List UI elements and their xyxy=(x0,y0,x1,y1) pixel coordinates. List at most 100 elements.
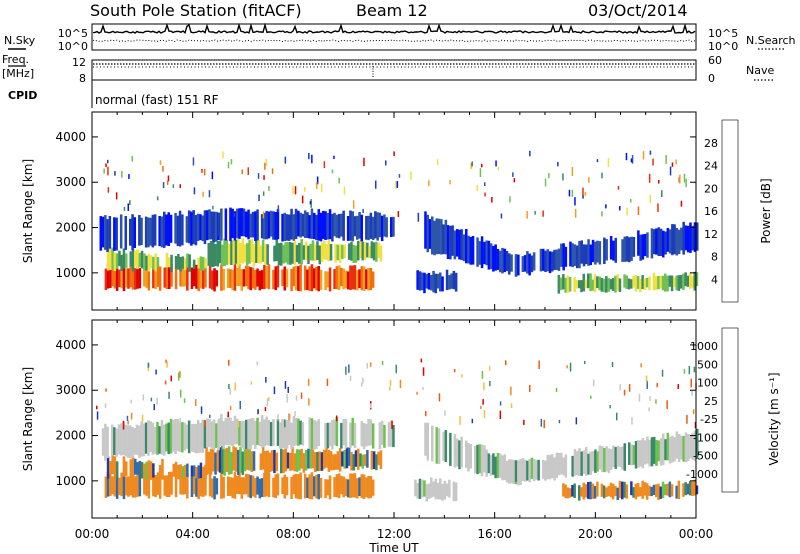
power-scatter-cell xyxy=(333,155,335,160)
power-scatter-cell xyxy=(257,173,260,179)
velocity-scatter-cell xyxy=(156,398,158,405)
velocity-echo-cell xyxy=(153,426,157,454)
velocity-colorbar: 1000 500 100 25 -25 -100 -500 -1000 xyxy=(686,327,739,493)
velocity-echo-cell xyxy=(349,473,352,498)
velocity-echo-cell xyxy=(260,478,264,497)
power-echo-cell xyxy=(686,275,690,287)
velocity-echo-cell xyxy=(445,483,449,497)
power-echo-cell xyxy=(664,231,667,255)
velocity-echo-cell xyxy=(356,478,359,499)
power-echo-cell xyxy=(109,247,112,270)
power-scatter-cell xyxy=(484,182,486,187)
power-echo-cell xyxy=(140,217,143,246)
velocity-echo-cell xyxy=(231,421,234,447)
power-echo-cell xyxy=(517,254,520,276)
power-echo-cell xyxy=(264,244,267,265)
velocity-scatter-cell xyxy=(180,389,182,398)
velocity-echo-cell xyxy=(480,444,484,477)
power-scatter-cell xyxy=(393,151,395,157)
power-echo-cell xyxy=(106,264,110,289)
power-echo-cell xyxy=(453,230,457,260)
velocity-echo-cell xyxy=(657,483,660,500)
velocity-echo-cell xyxy=(390,420,393,447)
velocity-echo-cell xyxy=(452,481,456,502)
power-echo-cell xyxy=(316,241,319,260)
velocity-scatter-cell xyxy=(105,388,107,392)
power-echo-cell xyxy=(197,265,200,292)
power-echo-cell xyxy=(212,211,216,243)
velocity-echo-cell xyxy=(152,463,155,478)
velocity-echo-cell xyxy=(365,423,368,447)
velocity-scatter-cell xyxy=(150,397,153,402)
power-echo-cell xyxy=(641,234,645,260)
power-echo-cell xyxy=(319,269,323,290)
power-echo-cell xyxy=(229,207,232,242)
power-echo-cell xyxy=(376,212,379,241)
velocity-echo-cell xyxy=(199,462,203,479)
power-echo-cell xyxy=(356,215,359,240)
power-echo-cell xyxy=(646,232,649,258)
y-tick-label: 3000 xyxy=(55,175,86,189)
power-echo-cell xyxy=(273,245,276,262)
colorbar-tick-label: 28 xyxy=(704,137,718,150)
velocity-echo-cell xyxy=(319,477,323,498)
velocity-echo-cell xyxy=(431,425,434,462)
power-echo-cell xyxy=(158,216,161,247)
power-echo-cell xyxy=(329,244,333,261)
power-echo-cell xyxy=(206,210,209,241)
velocity-echo-cell xyxy=(510,459,513,484)
power-echo-cell xyxy=(618,278,622,292)
power-echo-cell xyxy=(174,267,178,290)
velocity-echo-cell xyxy=(113,427,116,456)
power-echo-cell xyxy=(691,225,695,251)
power-scatter-cell xyxy=(626,207,628,216)
power-scatter-cell xyxy=(428,180,430,186)
velocity-echo-cell xyxy=(286,452,290,469)
velocity-scatter-cell xyxy=(335,415,338,422)
noise-search-trace xyxy=(92,39,696,43)
power-echo-cell xyxy=(288,214,291,241)
velocity-echo-cell xyxy=(313,476,316,497)
power-echo-cell xyxy=(290,268,293,292)
velocity-echo-cell xyxy=(340,422,343,449)
freq-tick-top: 12 xyxy=(72,56,86,69)
nave-tick-bottom: 0 xyxy=(708,72,715,85)
power-echo-cell xyxy=(243,244,247,263)
velocity-scatter-cell xyxy=(228,383,230,389)
power-echo-cell xyxy=(582,273,586,292)
power-scatter-cell xyxy=(352,200,355,209)
velocity-echo-cell xyxy=(435,427,439,464)
velocity-scatter-cell xyxy=(461,374,463,378)
power-echo-cell xyxy=(315,266,318,291)
velocity-echo-cell xyxy=(143,463,146,479)
velocity-echo-cell xyxy=(487,453,491,474)
power-echo-cell xyxy=(365,269,368,290)
power-scatter-cell xyxy=(642,150,645,160)
velocity-echo-cell xyxy=(183,472,187,495)
power-echo-cell xyxy=(462,234,466,262)
power-echo-cell xyxy=(298,243,301,264)
power-scatter-cell xyxy=(227,161,230,169)
velocity-echo-cell xyxy=(616,487,620,500)
velocity-echo-cell xyxy=(430,477,433,498)
power-echo-cell xyxy=(281,269,284,286)
colorbar-tick-label: 8 xyxy=(711,251,718,264)
power-echo-cell xyxy=(335,214,339,238)
power-echo-cell xyxy=(174,256,178,269)
power-echo-cell xyxy=(267,211,271,239)
power-scatter-cell xyxy=(574,197,576,206)
power-echo-cell xyxy=(358,269,361,288)
power-scatter-cell xyxy=(669,166,672,176)
power-echo-cell xyxy=(431,216,434,255)
velocity-scatter-cell xyxy=(453,369,456,373)
power-echo-cell xyxy=(352,244,356,263)
velocity-echo-cell xyxy=(258,478,262,499)
power-echo-cell xyxy=(523,255,527,272)
velocity-echo-cell xyxy=(134,458,137,475)
power-echo-cell xyxy=(434,273,438,294)
velocity-echo-cell xyxy=(214,452,217,475)
power-echo-cell xyxy=(445,269,449,291)
power-colorbar: 4 8 12 16 20 24 28 xyxy=(704,119,739,303)
power-echo-cell xyxy=(365,216,368,240)
power-echo-cell xyxy=(575,279,579,289)
